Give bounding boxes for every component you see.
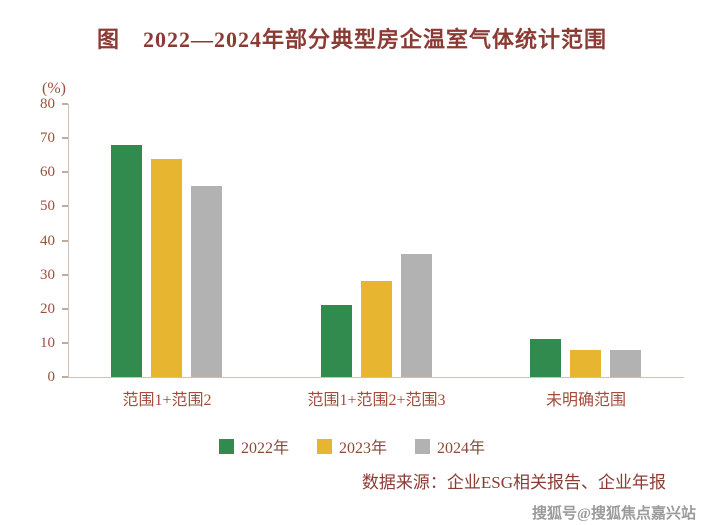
y-axis-unit-label: (%) [42, 80, 66, 97]
plot-row: 0 10 20 30 40 50 60 70 80 范围1+范围2 范围1+范围2+范围3 未明确范… [14, 96, 684, 409]
bars [530, 104, 642, 377]
y-tick-label: 20 [40, 300, 55, 317]
plot-groups: 范围1+范围2 范围1+范围2+范围3 未明确范围 [69, 104, 684, 410]
y-tick-label: 60 [40, 164, 55, 181]
legend-label: 2022年 [240, 440, 289, 457]
bar-group: 范围1+范围2+范围3 [307, 104, 446, 410]
y-tick-mark [62, 171, 68, 174]
plot-area: 范围1+范围2 范围1+范围2+范围3 未明确范围 [68, 104, 684, 409]
y-tick-mark [62, 103, 68, 105]
bar-group: 范围1+范围2 [111, 104, 223, 410]
legend: 2022年 2023年 2024年 [0, 434, 704, 458]
y-tick-mark [62, 239, 68, 242]
bars [111, 104, 223, 377]
bar-group: 未明确范围 [530, 104, 642, 410]
chart-title: 图 2022—2024年部分典型房企温室气体统计范围 [96, 27, 607, 52]
bar-2022年-范围1+范围2 [111, 144, 143, 377]
legend-swatch [316, 438, 332, 454]
category-label: 范围1+范围2+范围3 [307, 392, 446, 409]
bar-2024年-范围1+范围2 [191, 185, 223, 377]
y-tick-label: 80 [40, 96, 55, 112]
category-label: 未明确范围 [545, 392, 626, 409]
legend-item: 2022年 [218, 434, 289, 458]
y-tick-label: 10 [40, 334, 55, 351]
y-tick-mark [62, 307, 68, 310]
y-tick-label: 70 [40, 130, 55, 147]
bar-2024年-未明确范围 [610, 349, 642, 377]
bar-2022年-范围1+范围2+范围3 [320, 305, 352, 377]
y-tick-label: 0 [47, 369, 56, 385]
y-tick-mark [62, 137, 68, 140]
bar-2023年-未明确范围 [570, 349, 602, 377]
data-source-note: 数据来源：企业ESG相关报告、企业年报 [361, 473, 666, 492]
y-tick-mark [62, 273, 68, 276]
y-tick-label: 50 [40, 198, 55, 215]
legend-label: 2023年 [338, 440, 387, 457]
bar-2024年-范围1+范围2+范围3 [400, 254, 432, 377]
watermark: 搜狐号@搜狐焦点嘉兴站 [532, 506, 696, 522]
y-tick-mark [62, 376, 68, 378]
y-tick-label: 30 [40, 266, 55, 283]
y-tick-label: 40 [40, 232, 55, 249]
bar-2022年-未明确范围 [530, 339, 562, 377]
bar-2023年-范围1+范围2 [151, 158, 183, 377]
y-tick-mark [62, 205, 68, 208]
legend-item: 2024年 [415, 434, 485, 458]
legend-label: 2024年 [437, 440, 486, 457]
legend-item: 2023年 [316, 434, 387, 458]
y-axis-ticks: 0 10 20 30 40 50 60 70 80 [14, 96, 68, 385]
y-tick-mark [62, 341, 68, 344]
legend-swatch [218, 438, 234, 454]
bars [320, 104, 432, 377]
legend-swatch [415, 438, 430, 454]
category-label: 范围1+范围2 [122, 392, 212, 409]
bar-2023年-范围1+范围2+范围3 [360, 281, 392, 377]
